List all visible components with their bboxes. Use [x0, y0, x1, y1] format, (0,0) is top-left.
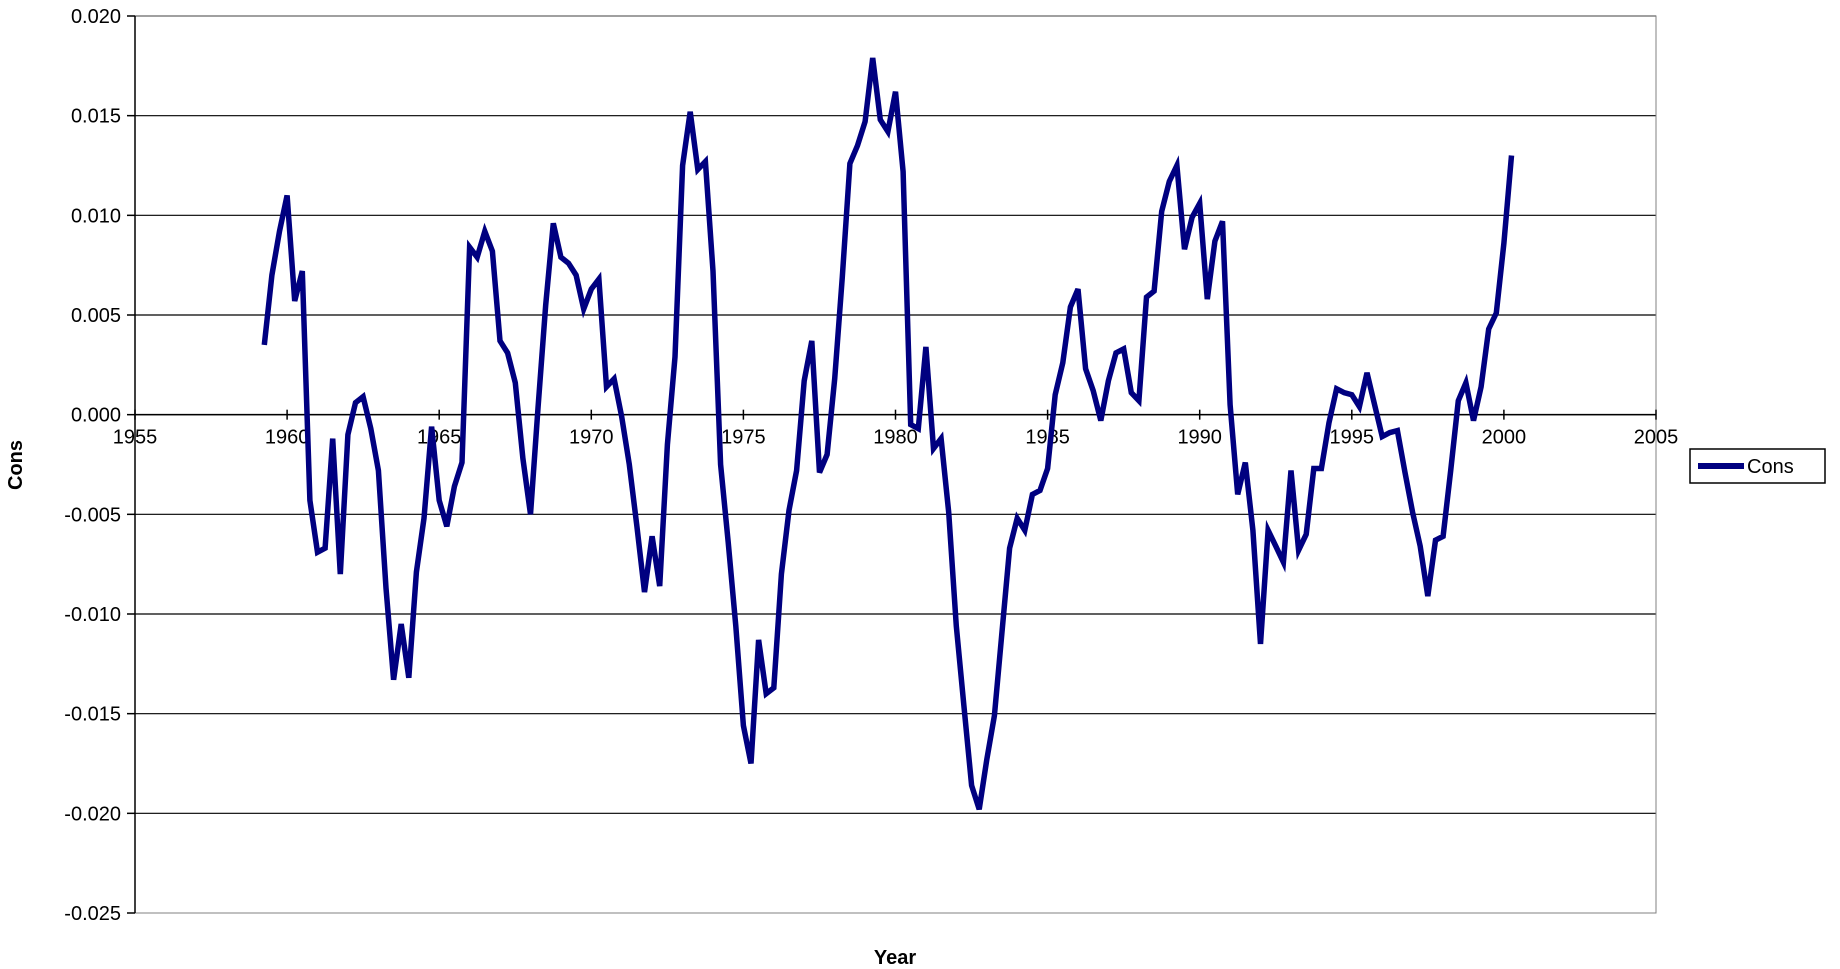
- legend-label-cons: Cons: [1747, 456, 1794, 478]
- series-layer: [261, 57, 1515, 811]
- x-axis-title: Year: [874, 947, 916, 969]
- x-tick-label: 2000: [1482, 427, 1527, 449]
- x-tick-label: 2005: [1634, 427, 1679, 449]
- series-line-cons: [261, 57, 1515, 811]
- x-tick-label: 1970: [569, 427, 614, 449]
- y-axis-title: Cons: [5, 440, 27, 490]
- y-tick-label: -0.005: [64, 504, 121, 526]
- y-tick-label: -0.020: [64, 803, 121, 825]
- y-tick-label: 0.010: [71, 205, 121, 227]
- y-tick-label: 0.015: [71, 106, 121, 128]
- x-tick-label: 1975: [721, 427, 766, 449]
- x-tick-label: 1995: [1330, 427, 1375, 449]
- x-tick-labels: 1955 1960 1965 1970 1975 1980 1985 1990 1995 2000…: [113, 427, 1679, 449]
- y-tick-marks: [127, 15, 135, 914]
- legend: Cons: [1689, 448, 1826, 484]
- x-tick-label: 1960: [265, 427, 310, 449]
- y-tick-label: -0.025: [64, 903, 121, 925]
- plot-area-frame: [134, 15, 1657, 914]
- y-tick-labels: -0.025 -0.020 -0.015 -0.010 -0.005 0.000 0.005…: [64, 6, 121, 925]
- y-tick-label: 0.005: [71, 305, 121, 327]
- x-tick-label: 1955: [113, 427, 158, 449]
- x-tick-label: 1990: [1177, 427, 1222, 449]
- y-tick-label: 0.020: [71, 6, 121, 28]
- y-tick-label: -0.010: [64, 604, 121, 626]
- x-tick-label: 1980: [873, 427, 918, 449]
- y-tick-label: -0.015: [64, 704, 121, 726]
- y-tick-label: 0.000: [71, 405, 121, 427]
- x-tick-label: 1985: [1025, 427, 1070, 449]
- x-tick-label: 1965: [417, 427, 462, 449]
- x-tick-marks: [134, 409, 1657, 420]
